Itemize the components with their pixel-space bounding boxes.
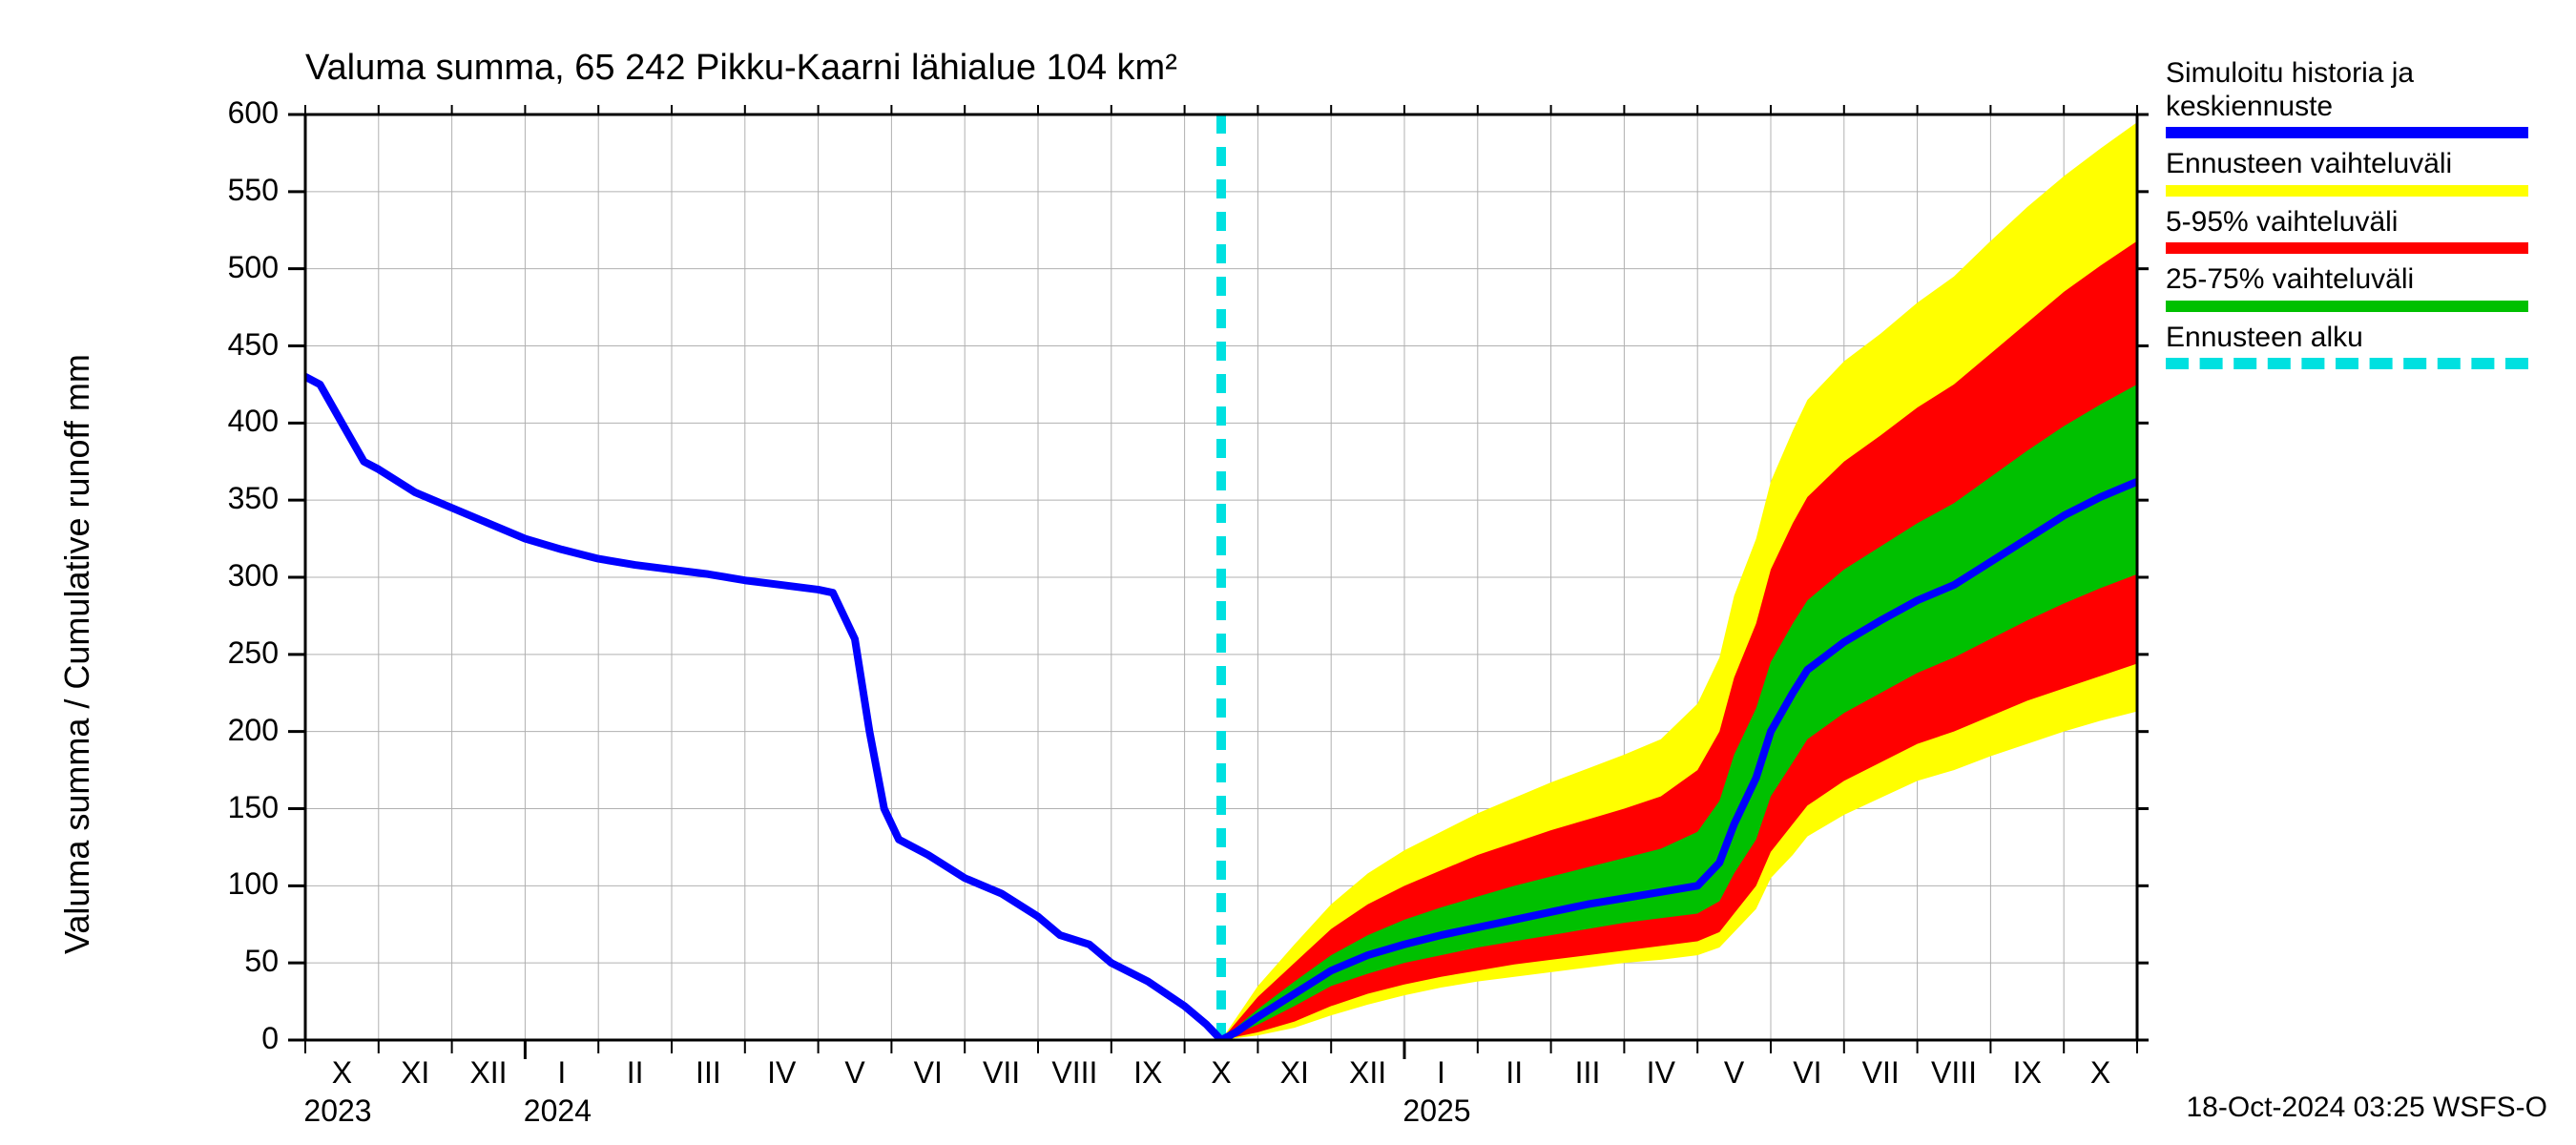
y-tick-label: 100	[193, 866, 279, 902]
legend-swatch	[2166, 127, 2528, 138]
chart-title: Valuma summa, 65 242 Pikku-Kaarni lähial…	[305, 48, 1177, 89]
y-tick-label: 150	[193, 790, 279, 825]
x-year-label: 2024	[524, 1093, 592, 1129]
chart-container: Valuma summa, 65 242 Pikku-Kaarni lähial…	[0, 0, 2576, 1145]
x-tick-month-label: VI	[1793, 1055, 1821, 1091]
plot-area	[286, 95, 2156, 1059]
legend-item: Ennusteen vaihteluväli	[2166, 148, 2528, 197]
legend-label: Ennusteen vaihteluväli	[2166, 148, 2528, 181]
x-tick-month-label: X	[332, 1055, 352, 1091]
legend-item: 25-75% vaihteluväli	[2166, 263, 2528, 312]
legend-label: Ennusteen alku	[2166, 322, 2528, 355]
y-tick-label: 550	[193, 173, 279, 208]
x-tick-month-label: XII	[469, 1055, 507, 1091]
x-year-label: 2023	[303, 1093, 371, 1129]
x-tick-month-label: IV	[1647, 1055, 1675, 1091]
legend-label: keskiennuste	[2166, 91, 2528, 124]
legend-swatch	[2166, 301, 2528, 312]
x-tick-month-label: VIII	[1931, 1055, 1977, 1091]
legend-label: Simuloitu historia ja	[2166, 57, 2528, 91]
y-tick-label: 300	[193, 558, 279, 593]
x-tick-month-label: VIII	[1051, 1055, 1097, 1091]
y-axis-label: Valuma summa / Cumulative runoff mm	[57, 354, 97, 954]
x-tick-month-label: IV	[767, 1055, 796, 1091]
x-tick-month-label: I	[1437, 1055, 1445, 1091]
x-tick-month-label: II	[1506, 1055, 1523, 1091]
y-tick-label: 250	[193, 635, 279, 671]
y-tick-label: 500	[193, 250, 279, 285]
legend: Simuloitu historia jakeskiennuste Ennuste…	[2166, 57, 2528, 379]
y-tick-label: 0	[193, 1021, 279, 1056]
footer-timestamp: 18-Oct-2024 03:25 WSFS-O	[2187, 1092, 2548, 1124]
legend-swatch	[2166, 185, 2528, 197]
x-tick-month-label: VII	[1862, 1055, 1900, 1091]
x-year-label: 2025	[1402, 1093, 1470, 1129]
x-tick-month-label: XI	[1280, 1055, 1309, 1091]
x-tick-month-label: III	[1575, 1055, 1601, 1091]
y-tick-label: 450	[193, 327, 279, 363]
y-tick-label: 400	[193, 404, 279, 439]
y-tick-label: 200	[193, 713, 279, 748]
legend-item: 5-95% vaihteluväli	[2166, 206, 2528, 255]
y-tick-label: 50	[193, 944, 279, 979]
x-tick-month-label: III	[696, 1055, 721, 1091]
x-tick-month-label: VI	[914, 1055, 943, 1091]
x-tick-month-label: V	[1724, 1055, 1744, 1091]
x-tick-month-label: V	[844, 1055, 864, 1091]
legend-label: 25-75% vaihteluväli	[2166, 263, 2528, 297]
legend-item: Simuloitu historia jakeskiennuste	[2166, 57, 2528, 138]
x-tick-month-label: I	[557, 1055, 566, 1091]
legend-label: 5-95% vaihteluväli	[2166, 206, 2528, 239]
x-tick-month-label: VII	[983, 1055, 1020, 1091]
x-tick-month-label: IX	[2013, 1055, 2042, 1091]
x-tick-month-label: XII	[1349, 1055, 1386, 1091]
legend-item: Ennusteen alku	[2166, 322, 2528, 370]
x-tick-month-label: X	[2090, 1055, 2110, 1091]
y-tick-label: 350	[193, 481, 279, 516]
x-tick-month-label: IX	[1133, 1055, 1162, 1091]
y-tick-label: 600	[193, 95, 279, 131]
legend-swatch	[2166, 242, 2528, 254]
x-tick-month-label: X	[1211, 1055, 1231, 1091]
x-tick-month-label: II	[627, 1055, 644, 1091]
x-tick-month-label: XI	[401, 1055, 429, 1091]
legend-swatch	[2166, 358, 2528, 369]
